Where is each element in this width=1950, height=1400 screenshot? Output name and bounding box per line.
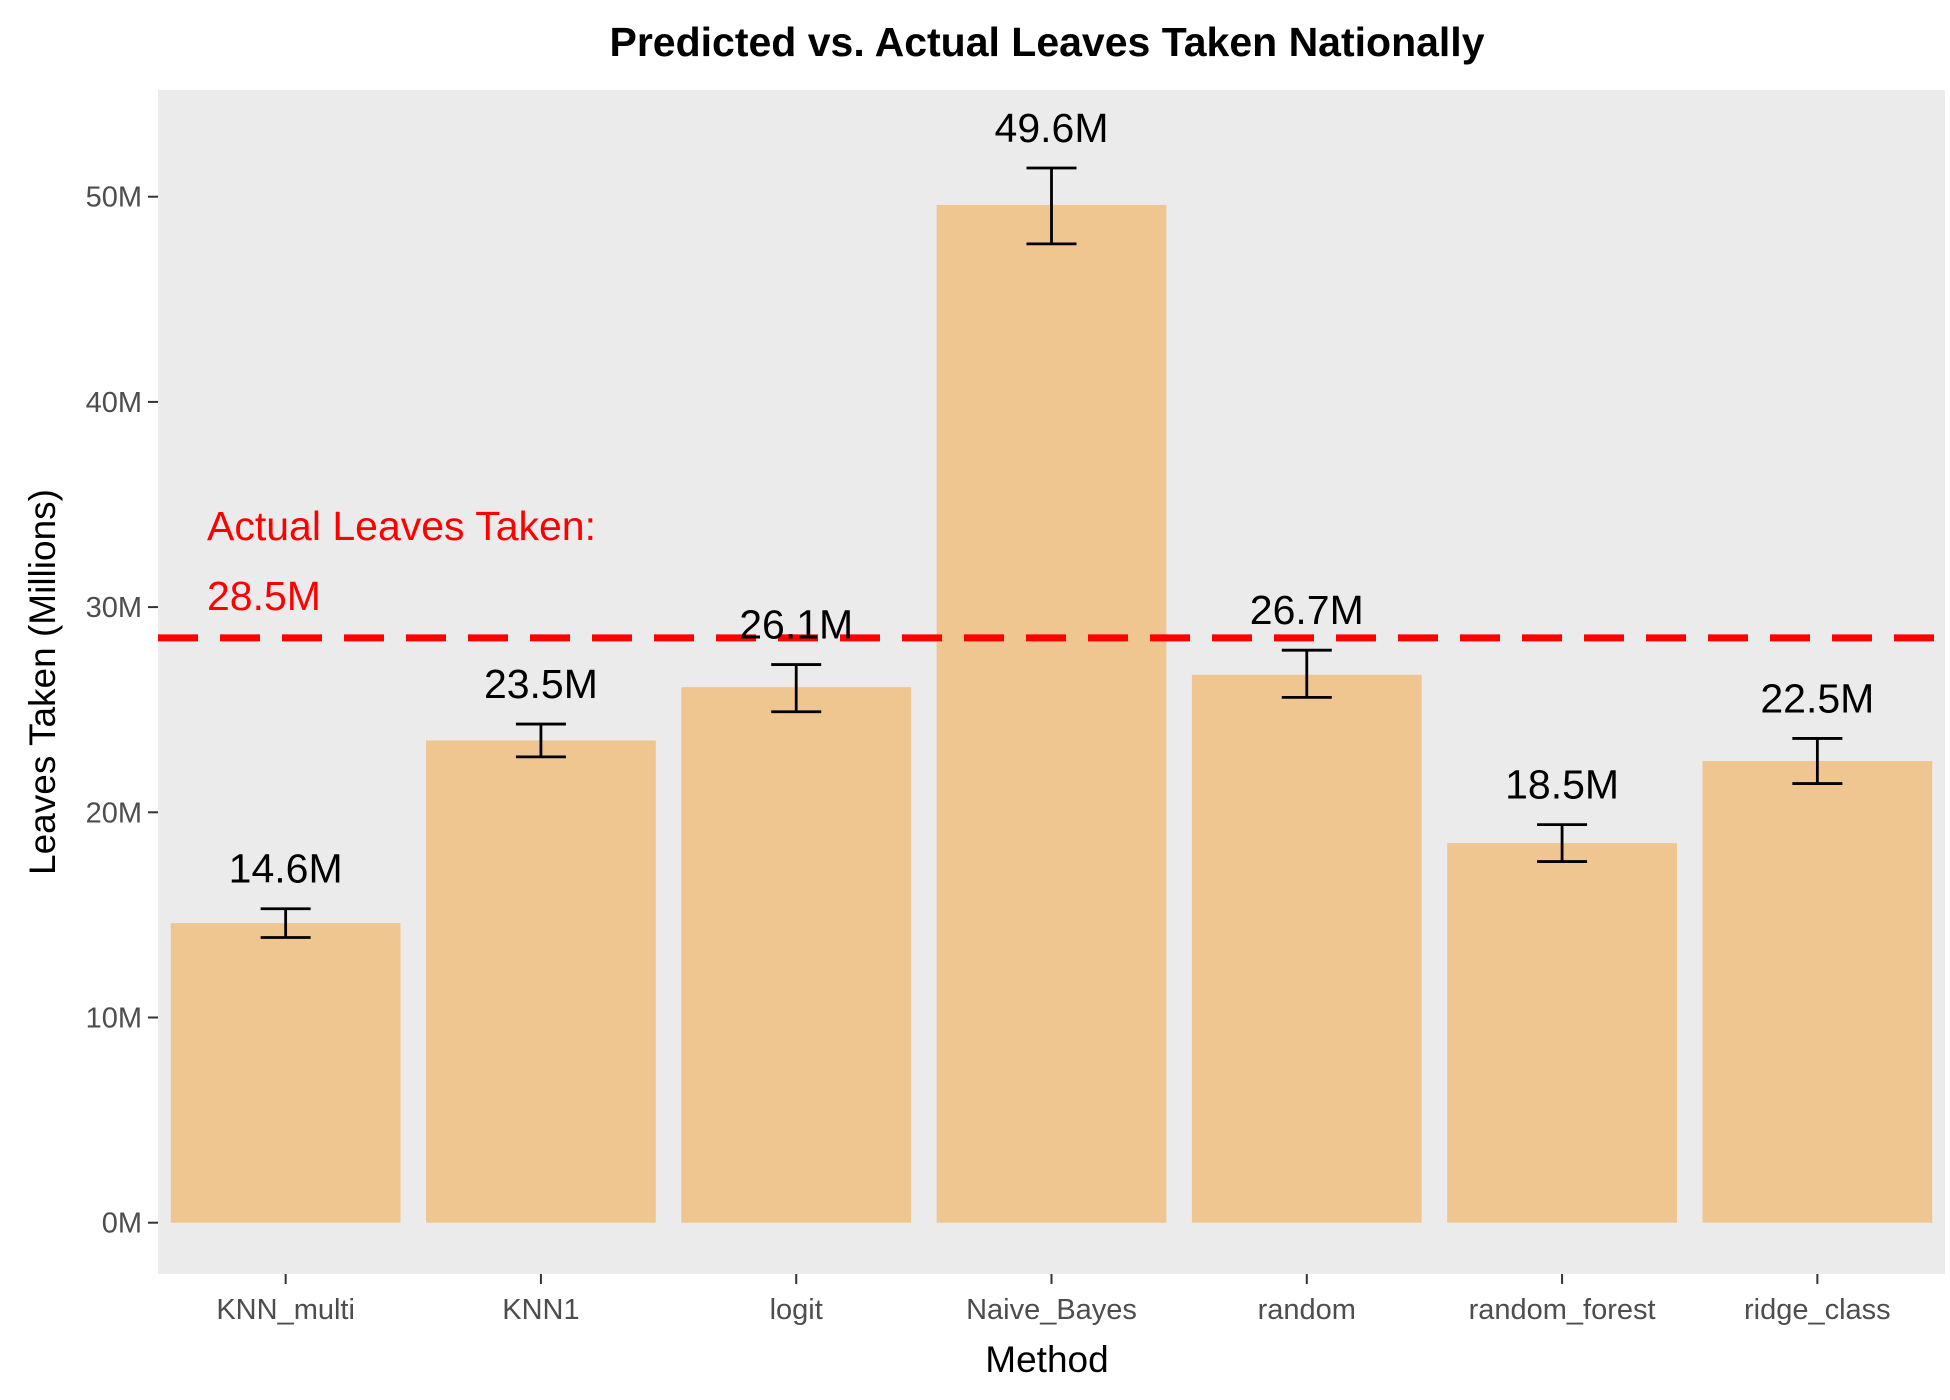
chart-title: Predicted vs. Actual Leaves Taken Nation… [609, 19, 1484, 65]
x-tick-label: ridge_class [1744, 1294, 1891, 1326]
bar [681, 687, 912, 1223]
bar [936, 204, 1167, 1223]
data-label: 26.7M [1250, 587, 1364, 633]
data-label: 18.5M [1505, 762, 1619, 808]
x-axis: KNN_multi KNN1 logit Naive_Bayes random rando… [216, 1274, 1891, 1326]
bar [1191, 674, 1422, 1223]
y-tick-label: 10M [86, 1003, 142, 1035]
x-tick-label: KNN_multi [216, 1294, 355, 1326]
errorbars-layer [260, 166, 1843, 939]
data-label: 49.6M [995, 105, 1109, 151]
reference-label-line2: 28.5M [207, 573, 321, 619]
data-labels-layer: 14.6M 23.5M 26.1M 49.6M 26.7M 18.5M 22.5M [229, 105, 1875, 892]
reference-label-line1: Actual Leaves Taken: [207, 503, 596, 549]
data-label: 14.6M [229, 846, 343, 892]
x-tick-label: Naive_Bayes [966, 1294, 1137, 1326]
reference-line-layer: Actual Leaves Taken: 28.5M [158, 503, 1945, 642]
y-tick-label: 50M [86, 182, 142, 214]
y-axis-title: Leaves Taken (Millions) [22, 489, 63, 875]
y-tick-label: 0M [102, 1208, 142, 1240]
x-tick-label: random [1258, 1294, 1356, 1326]
bar [426, 740, 656, 1223]
bar [1702, 761, 1933, 1223]
x-axis-title: Method [985, 1339, 1108, 1380]
bars-layer [170, 204, 1933, 1223]
x-tick-label: random_forest [1469, 1294, 1656, 1326]
data-label: 26.1M [739, 602, 853, 648]
y-axis: 0M 10M 20M 30M 40M 50M [86, 182, 158, 1240]
y-tick-label: 40M [86, 387, 142, 419]
data-label: 22.5M [1760, 675, 1874, 721]
bar [1447, 843, 1677, 1223]
y-tick-label: 20M [86, 797, 142, 829]
x-tick-label: KNN1 [502, 1294, 579, 1326]
bar [170, 923, 401, 1223]
x-tick-label: logit [770, 1294, 823, 1326]
data-label: 23.5M [484, 661, 598, 707]
y-tick-label: 30M [86, 592, 142, 624]
